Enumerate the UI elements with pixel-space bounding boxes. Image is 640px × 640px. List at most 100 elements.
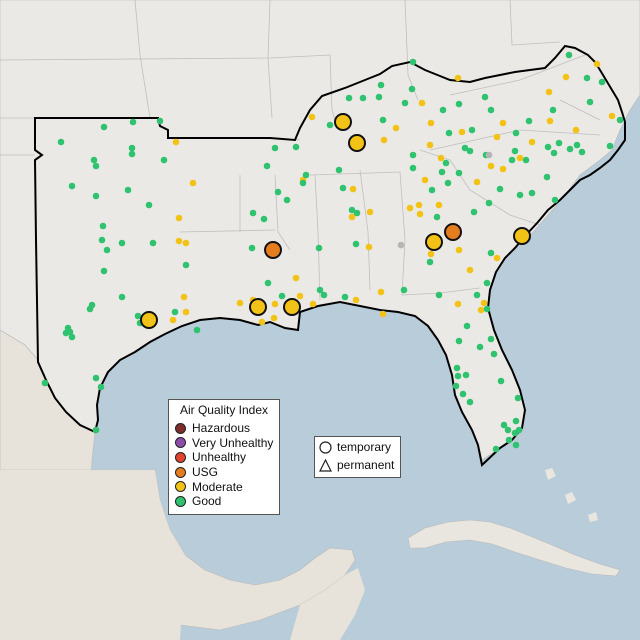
site-marker-small <box>565 51 573 59</box>
site-marker-small <box>454 74 462 82</box>
site-marker-nodata <box>485 151 493 159</box>
site-marker-temporary <box>283 298 301 316</box>
site-marker-small <box>172 138 180 146</box>
site-marker-small <box>103 246 111 254</box>
site-marker-small <box>352 296 360 304</box>
site-marker-small <box>258 318 266 326</box>
site-marker-small <box>586 98 594 106</box>
site-marker-small <box>124 186 132 194</box>
site-marker-nodata <box>397 241 405 249</box>
legend-item-hazardous: Hazardous <box>169 421 279 436</box>
site-marker-small <box>182 308 190 316</box>
site-marker-small <box>145 201 153 209</box>
site-marker-small <box>439 106 447 114</box>
site-marker-small <box>401 99 409 107</box>
site-marker-small <box>421 176 429 184</box>
site-marker-small <box>406 204 414 212</box>
site-marker-small <box>493 254 501 262</box>
site-marker-small <box>236 299 244 307</box>
site-marker-small <box>57 138 65 146</box>
site-marker-small <box>433 213 441 221</box>
site-marker-small <box>315 244 323 252</box>
site-marker-small <box>481 93 489 101</box>
site-marker-small <box>353 209 361 217</box>
site-marker-small <box>487 335 495 343</box>
site-marker-small <box>487 162 495 170</box>
site-marker-small <box>499 165 507 173</box>
site-marker-small <box>339 184 347 192</box>
site-marker-small <box>505 436 513 444</box>
site-marker-small <box>99 222 107 230</box>
site-marker-small <box>316 286 324 294</box>
site-marker-small <box>175 214 183 222</box>
site-marker-small <box>366 208 374 216</box>
aqi-legend: Air Quality Index Hazardous Very Unhealt… <box>168 399 280 515</box>
site-marker-small <box>348 213 356 221</box>
site-marker-small <box>90 156 98 164</box>
site-marker-small <box>249 209 257 217</box>
site-marker-small <box>375 93 383 101</box>
site-marker-small <box>118 239 126 247</box>
site-marker-small <box>283 196 291 204</box>
site-marker-small <box>118 293 126 301</box>
site-marker-small <box>92 162 100 170</box>
site-marker-small <box>578 148 586 156</box>
site-marker-small <box>454 300 462 308</box>
site-marker-small <box>409 151 417 159</box>
site-marker-small <box>562 73 570 81</box>
site-marker-small <box>326 121 334 129</box>
site-marker-small <box>271 144 279 152</box>
site-marker-small <box>278 292 286 300</box>
site-marker-small <box>512 129 520 137</box>
site-marker-small <box>454 372 462 380</box>
site-marker-small <box>409 58 417 66</box>
legend-item-temporary: temporary <box>315 439 400 455</box>
region-boundary <box>33 44 626 467</box>
site-marker-small <box>593 60 601 68</box>
legend-item-good: Good <box>169 494 279 509</box>
site-marker-small <box>92 192 100 200</box>
site-marker-small <box>182 239 190 247</box>
site-marker-small <box>189 179 197 187</box>
site-marker-small <box>427 250 435 258</box>
site-marker-small <box>379 116 387 124</box>
site-marker-small <box>461 144 469 152</box>
site-marker-temporary <box>140 311 158 329</box>
site-marker-small <box>550 149 558 157</box>
site-marker-small <box>428 186 436 194</box>
site-marker-small <box>309 300 317 308</box>
site-marker-small <box>270 314 278 322</box>
site-marker-small <box>492 445 500 453</box>
site-marker-small <box>442 159 450 167</box>
site-marker-small <box>260 215 268 223</box>
hazardous-swatch <box>175 422 186 434</box>
site-marker-small <box>180 293 188 301</box>
site-marker-small <box>418 99 426 107</box>
site-marker-small <box>583 74 591 82</box>
very-unhealthy-swatch <box>175 437 186 449</box>
site-marker-small <box>98 236 106 244</box>
site-marker-small <box>292 143 300 151</box>
legend-label: USG <box>192 465 219 480</box>
legend-label: Moderate <box>192 479 243 494</box>
site-marker-small <box>485 199 493 207</box>
site-marker-small <box>435 201 443 209</box>
site-marker-small <box>515 426 523 434</box>
unhealthy-swatch <box>175 451 186 463</box>
site-marker-temporary <box>425 233 443 251</box>
site-marker-small <box>193 326 201 334</box>
site-marker-small <box>92 426 100 434</box>
site-marker-small <box>308 113 316 121</box>
site-marker-small <box>415 201 423 209</box>
circle-icon <box>319 440 332 454</box>
site-marker-small <box>444 179 452 187</box>
legend-item-unhealthy: Unhealthy <box>169 450 279 465</box>
monitor-sites <box>41 51 624 453</box>
cuba <box>407 519 621 577</box>
site-marker-small <box>459 390 467 398</box>
site-marker-small <box>437 154 445 162</box>
legend-label: Unhealthy <box>192 450 247 465</box>
site-marker-small <box>497 377 505 385</box>
legend-item-very-unhealthy: Very Unhealthy <box>169 436 279 451</box>
site-marker-small <box>545 88 553 96</box>
